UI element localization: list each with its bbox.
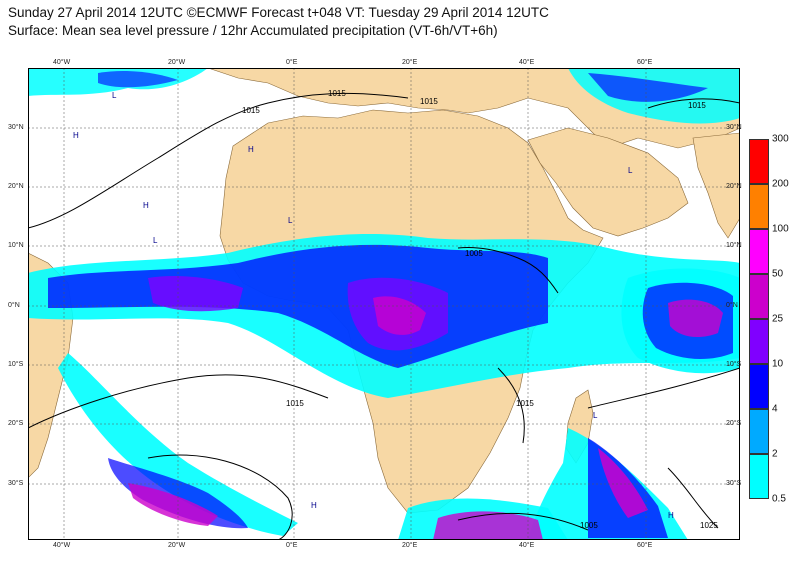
lon-label-bottom: 60°E: [637, 542, 653, 549]
lat-label-left: 10°N: [8, 242, 24, 249]
lat-label-left: 30°S: [8, 480, 24, 487]
precip-europe-blue: [98, 70, 178, 88]
low-center-label: L: [593, 411, 598, 420]
lon-label-bottom: 20°E: [402, 542, 418, 549]
low-center-label: L: [288, 216, 293, 225]
lat-label-right: 20°S: [726, 420, 742, 427]
map-header: Sunday 27 April 2014 12UTC ©ECMWF Foreca…: [8, 4, 549, 40]
precip-atlantic-front-cyan: [58, 353, 298, 536]
land-india: [692, 132, 740, 239]
title-line-2: Surface: Mean sea level pressure / 12hr …: [8, 23, 498, 38]
isobar-south-atlantic: [28, 374, 329, 429]
lon-label-bottom: 20°W: [168, 542, 186, 549]
legend-label: 10: [772, 358, 784, 370]
legend-color-box: [749, 229, 769, 274]
legend-label: 2: [772, 448, 778, 460]
map-panel: 1015 1015 1015 1005 1015 1015 1015 1025 …: [8, 59, 742, 549]
legend-label: 200: [772, 178, 789, 190]
isobar-label: 1015: [516, 399, 534, 408]
lon-label-bottom: 40°E: [519, 542, 535, 549]
legend-label: 50: [772, 268, 784, 280]
isobar-label: 1015: [328, 89, 346, 98]
lat-label-left: 10°S: [8, 361, 24, 368]
precipitation-legend: 300 200 100 50 25 10 4 2 0.5: [749, 134, 797, 505]
isobar-label: 1015: [420, 97, 438, 106]
isobar-label: 1015: [242, 106, 260, 115]
graticule: [28, 68, 740, 540]
legend-label: 0.5: [772, 493, 786, 505]
isobar-sw-indian: [667, 467, 719, 529]
lon-label-top: 60°E: [637, 59, 653, 66]
isobar-south-low: [147, 454, 293, 540]
precip-atlantic-front-purple: [128, 483, 218, 526]
isobar-equator: [457, 247, 559, 294]
high-center-label: H: [73, 131, 79, 140]
low-center-label: L: [628, 166, 633, 175]
isobar-label: 1005: [465, 249, 483, 258]
lat-label-left: 20°N: [8, 183, 24, 190]
isobar-south-low-2: [457, 512, 589, 531]
lon-label-bottom: 40°W: [53, 542, 71, 549]
isobar-labels: 1015 1015 1015 1005 1015 1015 1015 1025 …: [242, 89, 718, 530]
precip-indian-purple: [668, 299, 723, 338]
legend-label: 4: [772, 403, 778, 415]
lat-label-right: 30°N: [726, 124, 742, 131]
lat-label-right: 30°S: [726, 480, 742, 487]
isobar-south-africa: [497, 367, 525, 444]
legend-color-box: [749, 184, 769, 229]
legend-color-box: [749, 274, 769, 319]
isobar-label: 1005: [580, 521, 598, 530]
legend-color-box: [749, 364, 769, 409]
lat-label-left: 30°N: [8, 124, 24, 131]
lat-label-left: 0°N: [8, 302, 20, 309]
isobar-indian: [587, 367, 740, 409]
legend-color-box: [749, 319, 769, 364]
pressure-centers: L L L L L H H H H H: [73, 91, 674, 520]
lon-label-top: 40°W: [53, 59, 71, 66]
precip-itcz-purple: [148, 276, 243, 312]
legend-color-box: [749, 139, 769, 184]
legend-color-box: [749, 454, 769, 499]
lat-label-right: 10°S: [726, 361, 742, 368]
lat-label-right: 20°N: [726, 183, 742, 190]
isobar-label: 1015: [688, 101, 706, 110]
isobars: [28, 92, 740, 540]
high-center-label: H: [248, 145, 254, 154]
legend-label: 100: [772, 223, 789, 235]
legend-label: 25: [772, 313, 784, 325]
high-center-label: H: [143, 201, 149, 210]
lat-label-left: 20°S: [8, 420, 24, 427]
lon-label-top: 20°E: [402, 59, 418, 66]
legend-label: 300: [772, 133, 789, 145]
lon-label-bottom: 0°E: [286, 542, 298, 549]
isobar-north: [28, 92, 409, 229]
precip-sindian-magenta: [598, 448, 648, 518]
isobar-mideast: [647, 98, 740, 109]
lat-label-right: 0°N: [726, 302, 738, 309]
isobar-label: 1015: [286, 399, 304, 408]
forecast-map: 1015 1015 1015 1005 1015 1015 1015 1025 …: [28, 68, 740, 540]
title-line-1: Sunday 27 April 2014 12UTC ©ECMWF Foreca…: [8, 5, 549, 20]
lon-label-top: 20°W: [168, 59, 186, 66]
high-center-label: H: [668, 511, 674, 520]
lat-label-right: 10°N: [726, 242, 742, 249]
precip-mideast-blue: [588, 73, 708, 102]
low-center-label: L: [153, 236, 158, 245]
high-center-label: H: [311, 501, 317, 510]
lon-label-top: 40°E: [519, 59, 535, 66]
isobar-label: 1025: [700, 521, 718, 530]
low-center-label: L: [112, 91, 117, 100]
lon-label-top: 0°E: [286, 59, 298, 66]
precip-southern-purple: [433, 511, 543, 540]
land-arabia: [527, 127, 689, 237]
legend-color-box: [749, 409, 769, 454]
map-frame: [28, 68, 740, 540]
